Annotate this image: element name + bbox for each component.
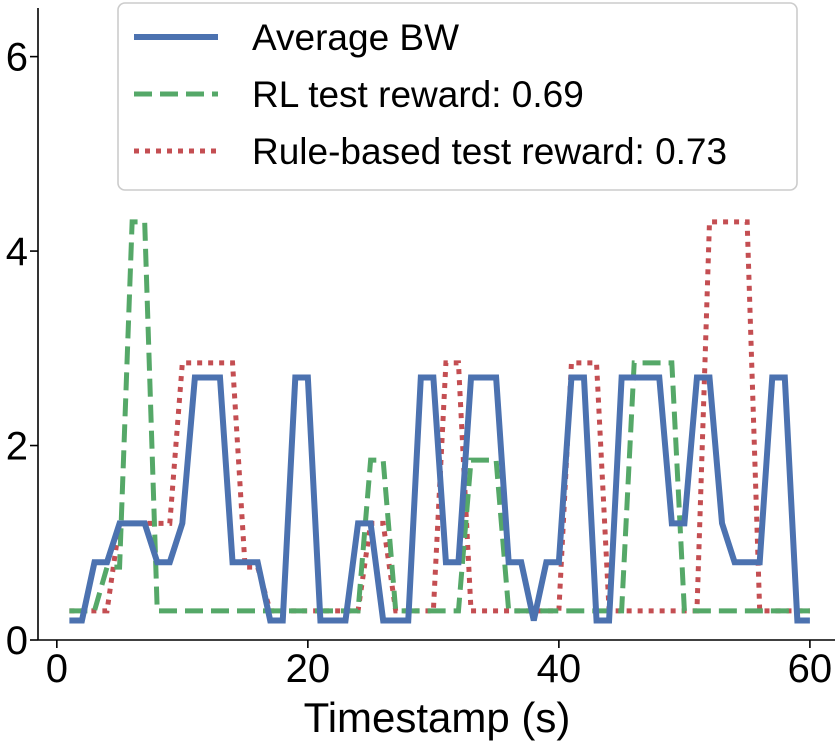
x-tick-label: 20 xyxy=(286,647,331,691)
x-tick-label: 60 xyxy=(788,647,833,691)
x-tick-label: 40 xyxy=(537,647,582,691)
axes xyxy=(37,8,835,641)
series-line-rl-test-reward-0-69 xyxy=(69,219,810,614)
series-line-average-bw xyxy=(69,374,810,624)
legend-label-rl: RL test reward: 0.69 xyxy=(252,74,584,115)
y-tick-label: 0 xyxy=(6,619,28,663)
legend-frame xyxy=(117,2,798,191)
x-ticks: 0 20 40 60 xyxy=(46,640,832,691)
legend: Average BW RL test reward: 0.69 Rule-bas… xyxy=(117,2,798,191)
series-line-rule-based-test-reward-0-73 xyxy=(69,219,810,614)
legend-label-rule-based: Rule-based test reward: 0.73 xyxy=(252,131,727,172)
x-tick-label: 0 xyxy=(46,647,68,691)
legend-label-average-bw: Average BW xyxy=(252,17,459,58)
y-tick-label: 4 xyxy=(6,230,28,274)
y-tick-label: 6 xyxy=(6,36,28,80)
y-ticks: 0 2 4 6 xyxy=(6,36,38,663)
x-axis-title: Timestamp (s) xyxy=(304,694,571,741)
plot-lines xyxy=(69,219,810,624)
y-tick-label: 2 xyxy=(6,425,28,469)
